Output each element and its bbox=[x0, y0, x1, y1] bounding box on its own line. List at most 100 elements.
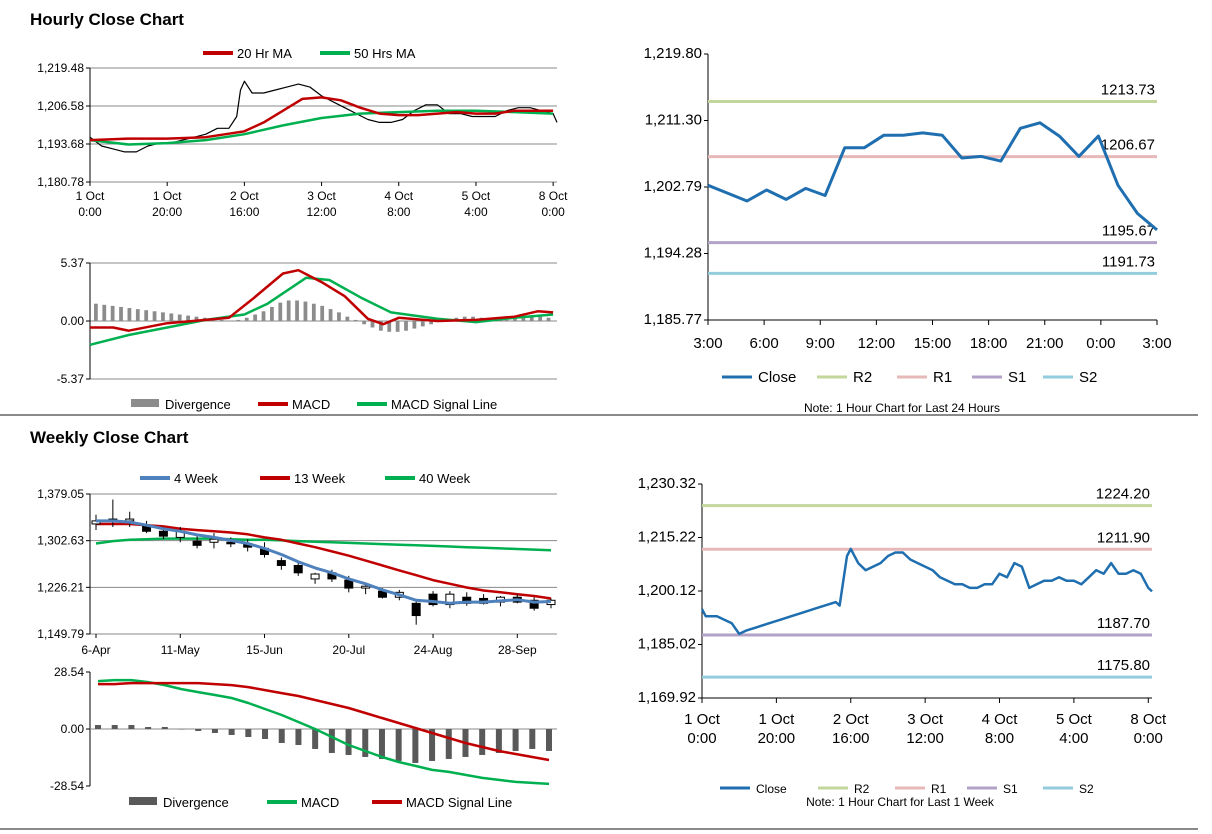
weekly-divergence-bar bbox=[445, 729, 452, 759]
hourly-divergence-bar bbox=[387, 321, 392, 332]
weekly-close-xtick-label: 5 Oct bbox=[1056, 711, 1093, 728]
weekly-close-r2-level-label: 1224.20 bbox=[1096, 486, 1150, 503]
weekly-divergence-bar bbox=[195, 729, 202, 731]
hourly-divergence-bar bbox=[362, 321, 366, 325]
hourly-divergence-bar bbox=[244, 317, 249, 321]
hourly-price-xtick-label: 4:00 bbox=[464, 205, 488, 219]
hourly-macd-ytick-label: 5.37 bbox=[61, 256, 85, 270]
hourly-close-ytick-label: 1,194.28 bbox=[644, 245, 702, 262]
weekly-price-chart: 1,379.05 1,302.63 1,226.21 1,149.79 6-Apr 11-… bbox=[37, 471, 557, 657]
hourly-legend-divergence-label: Divergence bbox=[165, 397, 231, 412]
hourly-divergence-bar bbox=[194, 316, 199, 321]
hourly-price-ytick-label: 1,180.78 bbox=[37, 175, 84, 189]
weekly-close-ytick-label: 1,200.12 bbox=[638, 582, 696, 599]
weekly-price-ytick-label: 1,226.21 bbox=[37, 580, 84, 594]
weekly-candle-body bbox=[529, 599, 539, 609]
weekly-close-ytick-label: 1,215.22 bbox=[638, 529, 696, 546]
weekly-close-note: Note: 1 Hour Chart for Last 1 Week bbox=[806, 795, 995, 809]
hourly-divergence-bar bbox=[110, 305, 115, 321]
weekly-divergence-bar bbox=[512, 729, 519, 751]
weekly-divergence-bar bbox=[362, 729, 369, 757]
hourly-divergence-bar bbox=[521, 317, 526, 321]
hourly-close-legend-r2-label: R2 bbox=[853, 369, 872, 386]
hourly-price-xtick-label: 16:00 bbox=[229, 205, 259, 219]
weekly-divergence-bar bbox=[312, 729, 319, 749]
hourly-close-ytick-label: 1,202.79 bbox=[644, 178, 702, 195]
weekly-divergence-bar bbox=[262, 729, 269, 739]
hourly-divergence-bar bbox=[337, 312, 341, 321]
weekly-close-xtick-label: 12:00 bbox=[906, 730, 944, 747]
hourly-close-xtick-label: 21:00 bbox=[1026, 335, 1064, 352]
hourly-legend-divergence-swatch bbox=[131, 399, 159, 407]
hourly-price-xtick-label: 0:00 bbox=[78, 205, 102, 219]
weekly-macd-ytick-label: 0.00 bbox=[61, 722, 85, 736]
weekly-divergence-bar bbox=[429, 729, 436, 761]
weekly-divergence-bar bbox=[95, 725, 101, 729]
hourly-price-ytick-label: 1,193.68 bbox=[37, 137, 84, 151]
hourly-divergence-bar bbox=[286, 300, 291, 321]
weekly-40-week-line bbox=[95, 537, 552, 552]
weekly-close-xtick-label: 2 Oct bbox=[833, 711, 870, 728]
hourly-close-r1-level-label: 1206.67 bbox=[1101, 137, 1155, 154]
hourly-divergence-bar bbox=[94, 303, 98, 321]
hourly-macd-ytick-label: 0.00 bbox=[61, 314, 85, 328]
weekly-price-xtick-label: 28-Sep bbox=[498, 643, 537, 657]
bottom-divider bbox=[0, 828, 1198, 830]
weekly-price-xtick-label: 11-May bbox=[161, 643, 200, 657]
weekly-legend-4-week-label: 4 Week bbox=[174, 471, 218, 486]
hourly-close-xtick-label: 12:00 bbox=[858, 335, 896, 352]
hourly-legend-20hr-ma-label: 20 Hr MA bbox=[237, 46, 292, 61]
hourly-price-xtick-label: 0:00 bbox=[541, 205, 565, 219]
weekly-close-xtick-label: 20:00 bbox=[758, 730, 796, 747]
hourly-divergence-bar bbox=[513, 318, 517, 321]
weekly-candle-body bbox=[344, 579, 354, 589]
hourly-divergence-bar bbox=[144, 310, 149, 321]
hourly-close-xtick-label: 15:00 bbox=[914, 335, 952, 352]
weekly-candle-body bbox=[428, 593, 438, 606]
weekly-candle-body bbox=[192, 540, 202, 546]
weekly-divergence-bar bbox=[328, 729, 335, 753]
hourly-close-xtick-label: 0:00 bbox=[1086, 335, 1115, 352]
hourly-legend-50hr-ma-label: 50 Hrs MA bbox=[354, 46, 416, 61]
weekly-close-s2-level-label: 1175.80 bbox=[1097, 657, 1150, 674]
hourly-price-xtick-label: 4 Oct bbox=[384, 189, 413, 203]
weekly-divergence-bar bbox=[395, 729, 402, 761]
weekly-close-xtick-label: 4 Oct bbox=[982, 711, 1019, 728]
weekly-candle-body bbox=[293, 564, 303, 574]
weekly-divergence-bar bbox=[211, 729, 218, 733]
weekly-divergence-bar bbox=[145, 727, 152, 729]
weekly-close-xtick-label: 1 Oct bbox=[684, 711, 721, 728]
weekly-legend-macd-label: MACD bbox=[301, 795, 339, 810]
hourly-divergence-bar bbox=[127, 308, 132, 321]
weekly-section-title: Weekly Close Chart bbox=[30, 428, 189, 447]
weekly-close-line bbox=[700, 547, 1153, 636]
hourly-price-chart: 1,219.481,206.581,193.681,180.781 Oct0:0… bbox=[37, 46, 568, 219]
weekly-macd-chart: 28.54 0.00 -28.54 Divergence MACD MACD Signal… bbox=[50, 665, 557, 810]
hourly-divergence-bar bbox=[186, 315, 190, 321]
hourly-price-xtick-label: 2 Oct bbox=[230, 189, 259, 203]
weekly-macd-line bbox=[97, 678, 550, 786]
hourly-macd-line bbox=[90, 268, 554, 332]
hourly-divergence-bar bbox=[378, 321, 383, 331]
weekly-close-ytick-label: 1,230.32 bbox=[638, 475, 696, 492]
hourly-close-ytick-label: 1,219.80 bbox=[644, 45, 702, 62]
hourly-price-xtick-label: 8 Oct bbox=[539, 189, 568, 203]
hourly-close-xtick-label: 3:00 bbox=[693, 335, 722, 352]
hourly-divergence-bar bbox=[370, 321, 375, 328]
hourly-price-xtick-label: 8:00 bbox=[387, 205, 411, 219]
hourly-close-legend-r1-label: R1 bbox=[933, 369, 952, 386]
weekly-divergence-bar bbox=[178, 729, 185, 730]
hourly-divergence-bar bbox=[538, 316, 543, 321]
hourly-price-ytick-label: 1,206.58 bbox=[37, 99, 84, 113]
weekly-divergence-bar bbox=[278, 729, 285, 743]
hourly-divergence-bar bbox=[429, 321, 434, 325]
hourly-price-xtick-label: 1 Oct bbox=[153, 189, 182, 203]
hourly-divergence-bar bbox=[504, 319, 509, 321]
weekly-divergence-bar bbox=[111, 725, 118, 729]
hourly-close-s1-level-label: 1195.67 bbox=[1102, 223, 1155, 240]
weekly-divergence-bar bbox=[495, 729, 502, 753]
weekly-legend-divergence-swatch bbox=[129, 797, 157, 805]
weekly-close-xtick-label: 0:00 bbox=[687, 730, 716, 747]
weekly-macd-signal-line bbox=[98, 681, 550, 762]
weekly-price-xtick-label: 6-Apr bbox=[81, 643, 110, 657]
